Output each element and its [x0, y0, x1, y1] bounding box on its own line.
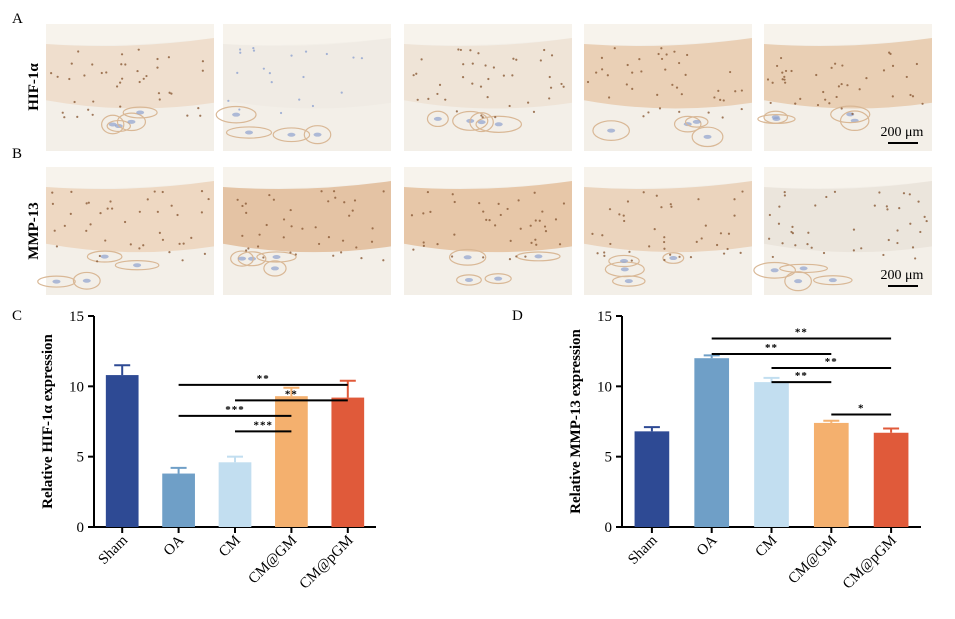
bar-cm-at-pgm: [331, 397, 365, 527]
panel-letter-b: B: [12, 146, 22, 162]
significance-label: **: [765, 342, 778, 354]
y-tick-label: 10: [69, 379, 84, 395]
x-tick-label: CM@pGM: [840, 533, 900, 593]
panel-letter-d: D: [512, 308, 523, 324]
histology-image-b-4: [584, 167, 752, 295]
x-tick-label: OA: [161, 532, 188, 559]
y-tick-label: 15: [597, 309, 612, 325]
bar-cm: [754, 382, 789, 527]
row-label-hif: HIF-1α: [26, 63, 42, 111]
histology-image-a-3: [404, 24, 572, 151]
histology-image-b-1: [37, 167, 214, 295]
y-tick-label: 10: [597, 379, 612, 395]
panel-letter-c: C: [12, 308, 22, 324]
scale-bar-label-a: 200 μm: [881, 125, 924, 140]
y-tick-label: 15: [69, 309, 84, 325]
bar-oa: [694, 358, 730, 527]
image-row-mmp: [37, 167, 932, 295]
histology-image-a-1: [46, 24, 214, 151]
y-tick-label: 0: [77, 520, 85, 536]
image-row-hif: [46, 24, 932, 151]
histology-image-b-3: [404, 167, 572, 295]
bar-cm-at-gm: [275, 396, 308, 527]
x-tick-label: CM@GM: [785, 533, 840, 588]
significance-label: **: [257, 373, 270, 385]
significance-label: **: [795, 327, 808, 339]
y-axis-title: Relative HIF-1α expression: [40, 333, 56, 508]
significance-label: **: [285, 388, 298, 400]
chart-mmp: 0 5 10 15 Relative MMP-13 expression Sham OA CM…: [568, 309, 921, 592]
x-tick-label: Sham: [96, 532, 132, 568]
x-tick-label: Sham: [625, 532, 661, 568]
significance-label: ***: [225, 404, 245, 416]
y-tick-label: 5: [77, 450, 85, 466]
y-tick-label: 0: [605, 520, 613, 536]
histology-image-a-5: [757, 24, 932, 151]
histology-image-a-2: [215, 24, 391, 151]
y-tick-label: 5: [605, 450, 613, 466]
significance-label: *: [858, 402, 865, 414]
x-tick-label: CM@GM: [246, 533, 301, 588]
significance-label: **: [825, 356, 838, 368]
bar-cm-at-pgm: [873, 432, 909, 527]
bar-oa: [162, 473, 195, 527]
chart-hif: 0 5 10 15 Relative HIF-1α expression Sham OA CM…: [40, 309, 376, 592]
significance-label: **: [795, 370, 808, 382]
scale-bar-label-b: 200 μm: [881, 268, 924, 283]
row-label-mmp: MMP-13: [26, 202, 42, 259]
x-tick-label: CM: [216, 533, 244, 561]
bar-cm: [218, 462, 252, 527]
x-tick-label: CM@pGM: [297, 533, 357, 593]
y-axis-title: Relative MMP-13 expression: [568, 329, 584, 514]
x-tick-label: CM: [753, 533, 781, 561]
bar-sham: [634, 431, 670, 527]
histology-image-b-5: [753, 167, 932, 295]
bar-sham: [105, 375, 139, 527]
histology-image-a-4: [584, 24, 752, 151]
histology-image-b-2: [223, 167, 391, 295]
significance-label: ***: [253, 419, 273, 431]
panel-letter-a: A: [12, 11, 23, 27]
bar-cm-at-gm: [813, 422, 849, 527]
x-tick-label: OA: [694, 532, 721, 559]
